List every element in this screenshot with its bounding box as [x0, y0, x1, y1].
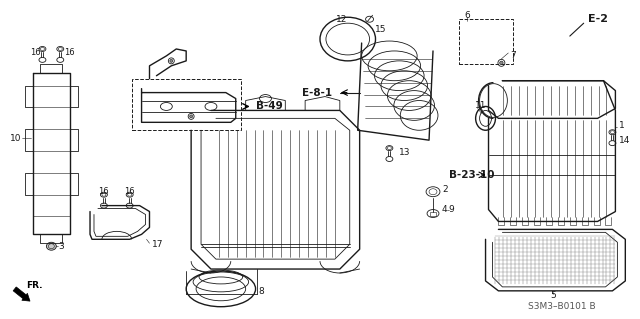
Text: 16: 16	[64, 48, 75, 57]
Text: 6: 6	[465, 11, 470, 20]
Text: E-8-1: E-8-1	[302, 88, 332, 98]
Text: 1: 1	[620, 121, 625, 130]
Text: 7: 7	[510, 51, 516, 60]
Text: 4: 4	[442, 205, 447, 214]
Text: 16: 16	[98, 187, 109, 196]
Bar	[459, 19, 513, 64]
Text: FR.: FR.	[27, 281, 43, 290]
Text: 9: 9	[449, 205, 454, 214]
Text: E-2: E-2	[588, 14, 607, 24]
Text: 16: 16	[124, 187, 134, 196]
Ellipse shape	[47, 242, 56, 250]
Text: 8: 8	[259, 287, 264, 296]
Text: 13: 13	[399, 148, 411, 157]
Text: 3: 3	[58, 242, 64, 251]
Text: 5: 5	[550, 291, 556, 300]
Ellipse shape	[170, 59, 173, 62]
Text: S3M3–B0101 B: S3M3–B0101 B	[528, 302, 596, 311]
Text: 12: 12	[336, 15, 348, 24]
Text: 17: 17	[152, 240, 163, 249]
FancyArrow shape	[13, 287, 30, 301]
Text: B-23-10: B-23-10	[449, 170, 494, 180]
Text: 14: 14	[620, 136, 631, 145]
Bar	[132, 79, 241, 130]
Bar	[430, 211, 436, 217]
Text: B-49: B-49	[255, 101, 282, 111]
Ellipse shape	[500, 61, 503, 64]
Text: 2: 2	[442, 185, 447, 194]
Text: 11: 11	[475, 101, 486, 110]
Text: 15: 15	[374, 25, 386, 33]
Text: 16: 16	[31, 48, 41, 57]
Ellipse shape	[189, 115, 193, 118]
Text: 10: 10	[10, 134, 21, 143]
